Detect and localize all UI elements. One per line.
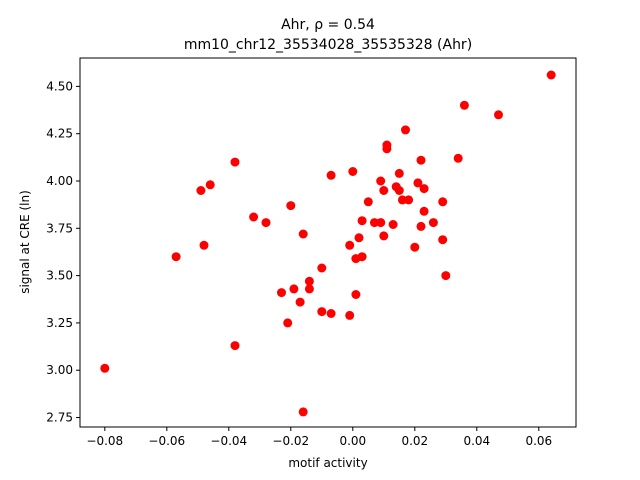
chart-subtitle: mm10_chr12_35534028_35535328 (Ahr) [184, 37, 472, 53]
data-point [357, 216, 367, 226]
x-axis-ticks: −0.08 −0.06 −0.04 −0.02 0.00 0.02 0.04 0.06 [86, 427, 552, 448]
data-point [289, 284, 299, 294]
data-point [410, 242, 420, 252]
data-point [230, 157, 240, 167]
data-point [438, 197, 448, 207]
data-point [100, 363, 110, 373]
data-point [370, 218, 379, 228]
x-tick-label: 0.00 [339, 434, 366, 448]
y-tick-label: 3.25 [46, 316, 73, 330]
y-tick-label: 4.00 [46, 174, 73, 188]
data-point [379, 186, 389, 195]
data-point [230, 341, 240, 351]
data-point [394, 168, 404, 178]
y-axis-label: signal at CRE (ln) [18, 190, 32, 294]
y-tick-label: 2.75 [46, 411, 73, 425]
x-tick-label: 0.04 [463, 434, 490, 448]
data-point [363, 197, 373, 207]
data-point [298, 229, 308, 239]
data-point [295, 297, 305, 307]
data-point [326, 309, 336, 318]
y-axis-ticks: 2.75 3.00 3.25 3.50 3.75 4.00 4.25 4.50 [46, 79, 80, 425]
data-point [304, 284, 314, 294]
data-point [351, 290, 361, 299]
x-tick-label: −0.08 [86, 434, 123, 448]
data-point [419, 206, 429, 216]
data-point [416, 221, 426, 231]
x-tick-label: −0.02 [272, 434, 309, 448]
x-tick-label: −0.06 [148, 434, 185, 448]
data-point [348, 167, 358, 176]
data-point [401, 125, 410, 135]
x-axis-label: motif activity [288, 456, 367, 470]
data-point [345, 240, 355, 250]
data-point [326, 170, 336, 180]
data-point [261, 218, 271, 228]
x-tick-label: 0.02 [401, 434, 428, 448]
data-point [205, 180, 215, 190]
plot-frame [79, 57, 577, 428]
data-point [413, 178, 423, 188]
data-point [416, 155, 426, 165]
data-point [546, 70, 556, 80]
data-point [196, 186, 206, 195]
data-point [286, 201, 296, 211]
x-tick-label: −0.04 [210, 434, 247, 448]
data-point [494, 110, 503, 120]
data-point [376, 218, 386, 228]
data-point [382, 144, 392, 154]
data-points [100, 70, 556, 417]
data-point [379, 231, 389, 241]
data-point [438, 235, 448, 245]
data-point [357, 252, 367, 262]
chart-title: Ahr, ρ = 0.54 [281, 17, 375, 33]
x-tick-label: 0.06 [525, 434, 552, 448]
data-point [453, 153, 463, 163]
data-point [404, 195, 414, 205]
data-point [441, 271, 451, 281]
data-point [354, 233, 364, 243]
y-tick-label: 4.25 [46, 127, 73, 141]
data-point [376, 176, 386, 186]
data-point [345, 310, 355, 320]
data-point [298, 407, 308, 417]
data-point [304, 276, 314, 286]
data-point [249, 212, 259, 222]
data-point [419, 184, 429, 194]
data-point [394, 186, 404, 195]
data-point [428, 218, 438, 228]
y-tick-label: 3.75 [46, 221, 73, 235]
y-tick-label: 4.50 [46, 79, 73, 93]
data-point [459, 100, 469, 110]
data-point [397, 195, 407, 205]
y-tick-label: 3.00 [46, 363, 73, 377]
y-tick-label: 3.50 [46, 269, 73, 283]
data-point [277, 288, 286, 298]
data-point [199, 240, 209, 250]
data-point [388, 220, 398, 229]
data-point [317, 307, 327, 317]
data-point [317, 263, 327, 273]
data-point [171, 252, 181, 262]
data-point [283, 318, 293, 328]
